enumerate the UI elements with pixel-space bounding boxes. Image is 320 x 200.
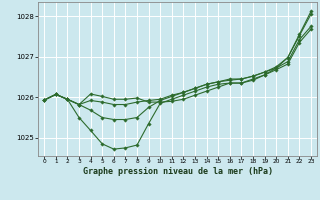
X-axis label: Graphe pression niveau de la mer (hPa): Graphe pression niveau de la mer (hPa): [83, 167, 273, 176]
